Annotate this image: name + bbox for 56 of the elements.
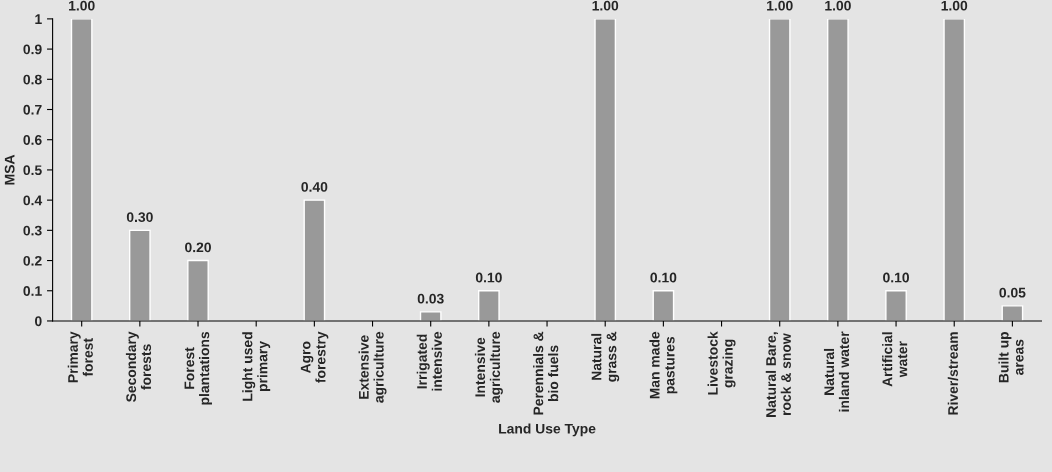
data-label: 0.10 bbox=[883, 272, 909, 283]
x-tick-label: Natural inland water bbox=[823, 331, 850, 412]
data-label: 0.20 bbox=[185, 242, 211, 253]
bar bbox=[652, 290, 675, 321]
y-tick-label: 0.3 bbox=[23, 225, 42, 236]
y-tick-label: 0.4 bbox=[23, 195, 43, 206]
bar bbox=[128, 229, 151, 321]
bar bbox=[768, 18, 791, 321]
x-tick-label: Built up areas bbox=[998, 331, 1024, 383]
y-tick-label: 0.1 bbox=[23, 286, 42, 296]
x-tick-label: Intensive agriculture bbox=[474, 331, 503, 403]
y-axis-title: MSA bbox=[4, 154, 15, 185]
y-tick-label: 1 bbox=[35, 14, 42, 24]
x-tick-label: Livestock grazing bbox=[707, 331, 736, 395]
data-label: 0.05 bbox=[999, 287, 1026, 298]
x-tick-label: Artificial water bbox=[882, 332, 908, 387]
x-tick-label: Natural grass & bbox=[591, 331, 620, 382]
x-axis-title: Land Use Type bbox=[499, 423, 596, 437]
bar bbox=[1001, 305, 1024, 321]
bar bbox=[419, 311, 442, 321]
y-tick-label: 0.7 bbox=[23, 104, 42, 115]
bar bbox=[827, 18, 849, 321]
x-tick-label: Primary forest bbox=[67, 331, 93, 383]
y-tick-label: 0.9 bbox=[23, 44, 42, 55]
data-label: 1.00 bbox=[941, 0, 968, 11]
data-label: 1.00 bbox=[592, 0, 619, 11]
bar bbox=[594, 18, 617, 321]
x-tick-label: Irrigated intensive bbox=[416, 331, 442, 391]
x-tick-label: Perennials & bio fuels bbox=[533, 331, 559, 415]
bar bbox=[477, 290, 500, 321]
y-tick-label: 0.2 bbox=[23, 255, 42, 266]
data-label: 0.03 bbox=[417, 293, 444, 304]
x-tick-label: Light used primary bbox=[242, 332, 271, 401]
x-tick-label: Man made pastures bbox=[649, 331, 678, 399]
data-label: 1.00 bbox=[69, 0, 95, 11]
y-tick-label: 0.6 bbox=[23, 135, 42, 145]
data-label: 0.30 bbox=[126, 212, 153, 223]
bar bbox=[187, 259, 209, 321]
bar bbox=[943, 18, 966, 321]
data-label: 0.40 bbox=[301, 181, 328, 192]
x-tick-label: Extensive agriculture bbox=[358, 331, 387, 403]
x-tick-label: River/stream bbox=[947, 332, 959, 415]
data-label: 0.10 bbox=[475, 272, 502, 283]
bar bbox=[303, 199, 326, 321]
y-tick-label: 0.8 bbox=[23, 74, 42, 85]
data-label: 1.00 bbox=[825, 0, 851, 11]
y-tick-label: 0.5 bbox=[23, 165, 42, 176]
x-tick-label: Secondary forests bbox=[125, 331, 152, 402]
x-tick-label: Forest plantations bbox=[184, 331, 212, 405]
y-tick-label: 0 bbox=[35, 316, 42, 327]
x-tick-label: Agro forestry bbox=[300, 331, 329, 383]
bar bbox=[70, 18, 93, 321]
bar bbox=[885, 290, 907, 321]
data-label: 0.10 bbox=[650, 272, 677, 283]
x-tick-label: Natural Bare, rock & snow bbox=[765, 332, 791, 417]
data-label: 1.00 bbox=[767, 0, 793, 11]
